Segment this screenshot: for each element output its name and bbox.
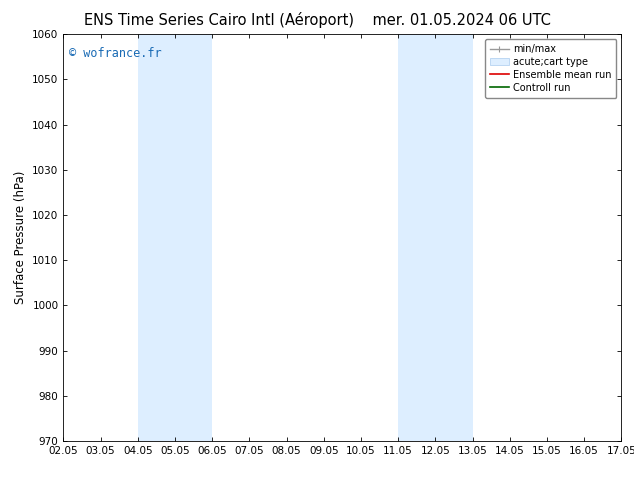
Y-axis label: Surface Pressure (hPa): Surface Pressure (hPa) [14,171,27,304]
Text: © wofrance.fr: © wofrance.fr [69,47,162,59]
Bar [138,34,212,441]
Text: ENS Time Series Cairo Intl (Aéroport)    mer. 01.05.2024 06 UTC: ENS Time Series Cairo Intl (Aéroport) me… [84,12,550,28]
Bar [398,34,472,441]
Legend: min/max, acute;cart type, Ensemble mean run, Controll run: min/max, acute;cart type, Ensemble mean … [485,39,616,98]
